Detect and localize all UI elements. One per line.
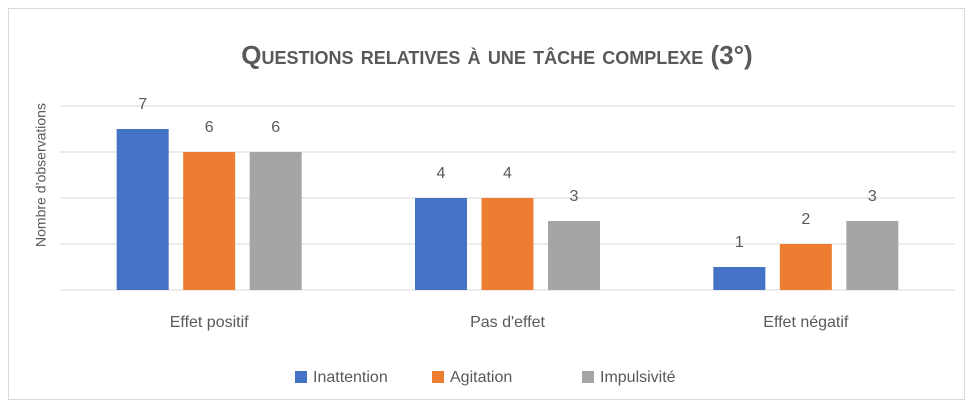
x-tick-label: Pas d'effet xyxy=(470,314,545,331)
data-label: 2 xyxy=(801,211,810,228)
bar xyxy=(249,152,302,290)
bar xyxy=(183,152,236,290)
bar xyxy=(846,221,899,290)
data-label: 7 xyxy=(138,96,147,113)
data-label: 1 xyxy=(735,234,744,251)
data-label: 6 xyxy=(205,119,214,136)
legend-label: Agitation xyxy=(450,369,512,386)
bar xyxy=(415,198,467,290)
x-tick-label: Effet négatif xyxy=(763,314,849,331)
bar xyxy=(779,244,832,290)
bar xyxy=(713,267,766,290)
bar xyxy=(481,198,534,290)
bar xyxy=(116,129,169,290)
legend-label: Inattention xyxy=(313,369,388,386)
legend-swatch xyxy=(582,371,594,383)
chart-title: Questions relatives à une tâche complexe… xyxy=(241,40,752,70)
data-label: 6 xyxy=(271,119,280,136)
data-label: 3 xyxy=(868,188,877,205)
legend-label: Impulsivité xyxy=(600,369,676,386)
legend-swatch xyxy=(432,371,444,383)
bar xyxy=(548,221,600,290)
data-label: 4 xyxy=(503,165,512,182)
x-tick-label: Effet positif xyxy=(170,314,249,331)
data-label: 3 xyxy=(570,188,579,205)
y-axis-label: Nombre d’observations xyxy=(33,103,49,247)
data-label: 4 xyxy=(437,165,446,182)
legend-swatch xyxy=(295,371,307,383)
